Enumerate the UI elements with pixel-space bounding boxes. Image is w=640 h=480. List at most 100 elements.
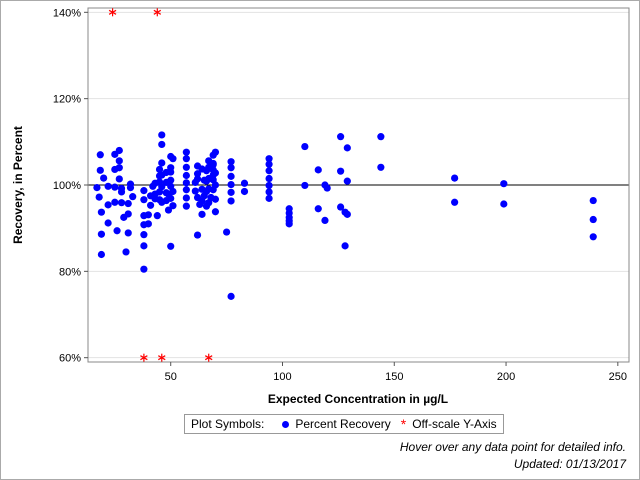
data-point[interactable] [155,165,164,174]
data-point[interactable] [167,176,175,184]
data-point[interactable] [343,177,351,185]
data-point[interactable] [129,193,137,201]
data-point[interactable] [343,144,351,152]
data-point[interactable] [146,201,155,209]
data-point[interactable] [104,219,112,227]
data-point[interactable] [158,159,166,167]
data-point[interactable] [451,174,459,182]
data-point[interactable] [211,148,220,156]
data-point[interactable] [193,170,202,178]
data-point[interactable] [100,174,108,182]
data-point[interactable] [377,163,385,171]
data-point[interactable] [115,146,123,155]
data-point[interactable] [227,180,235,189]
data-point[interactable] [341,242,349,250]
data-point[interactable] [301,181,309,190]
data-point[interactable] [115,164,123,172]
data-point[interactable] [323,184,331,192]
data-point[interactable] [169,202,177,210]
off-scale-point[interactable] [153,8,162,17]
data-point[interactable] [377,133,385,141]
data-point[interactable] [124,199,132,208]
data-point[interactable] [97,250,106,259]
data-point[interactable] [144,220,152,228]
data-point[interactable] [182,155,190,163]
data-point[interactable] [182,186,190,194]
data-point[interactable] [96,166,104,174]
data-point[interactable] [265,188,273,196]
data-point[interactable] [182,194,190,202]
off-scale-point[interactable] [140,353,148,362]
data-point[interactable] [265,194,273,202]
data-point[interactable] [337,133,345,141]
data-point[interactable] [124,210,132,218]
data-point[interactable] [265,160,273,168]
data-point[interactable] [198,210,206,218]
data-point[interactable] [93,183,101,192]
data-point[interactable] [97,208,106,216]
data-point[interactable] [451,198,459,206]
data-point[interactable] [96,151,104,159]
data-point[interactable] [211,169,220,177]
data-point[interactable] [240,179,249,187]
data-point[interactable] [223,228,231,236]
data-point[interactable] [158,140,166,149]
data-point[interactable] [117,188,126,196]
data-point[interactable] [124,229,132,237]
data-point[interactable] [337,167,345,175]
data-point[interactable] [227,197,235,205]
data-point[interactable] [117,199,126,207]
data-point[interactable] [140,196,148,204]
off-scale-point[interactable] [204,353,213,362]
data-point[interactable] [140,231,148,239]
data-point[interactable] [227,188,235,196]
data-point[interactable] [111,183,119,191]
data-point[interactable] [337,203,345,211]
data-point[interactable] [95,193,103,201]
data-point[interactable] [265,174,273,183]
data-point[interactable] [321,216,329,224]
data-point[interactable] [182,163,190,171]
data-point[interactable] [167,242,175,250]
data-point[interactable] [167,194,175,202]
data-point[interactable] [158,131,166,139]
data-point[interactable] [589,215,597,224]
data-point[interactable] [140,187,148,195]
data-point[interactable] [126,180,135,188]
data-point[interactable] [265,181,273,190]
data-point[interactable] [209,159,217,168]
data-point[interactable] [343,210,351,218]
data-point[interactable] [169,155,177,163]
data-point[interactable] [182,179,190,187]
data-point[interactable] [140,242,148,250]
data-point[interactable] [589,233,597,241]
data-point[interactable] [169,187,177,196]
data-point[interactable] [140,265,148,273]
data-point[interactable] [500,200,508,208]
data-point[interactable] [193,231,202,239]
data-point[interactable] [122,248,130,256]
data-point[interactable] [227,158,235,166]
data-point[interactable] [500,180,508,188]
data-point[interactable] [211,195,220,203]
data-point[interactable] [158,183,166,191]
data-point[interactable] [589,196,597,205]
data-point[interactable] [182,148,190,156]
data-point[interactable] [115,157,123,165]
data-point[interactable] [211,181,220,189]
data-point[interactable] [111,198,119,206]
data-point[interactable] [97,230,106,238]
data-point[interactable] [115,175,123,183]
off-scale-point[interactable] [108,8,117,17]
data-point[interactable] [301,142,309,151]
data-point[interactable] [211,208,220,216]
data-point[interactable] [182,171,190,180]
data-point[interactable] [182,202,190,210]
data-point[interactable] [193,175,202,183]
data-point[interactable] [314,166,322,174]
data-point[interactable] [104,201,112,209]
data-point[interactable] [144,211,152,219]
data-point[interactable] [227,164,235,172]
data-point[interactable] [153,212,161,220]
data-point[interactable] [265,167,273,175]
